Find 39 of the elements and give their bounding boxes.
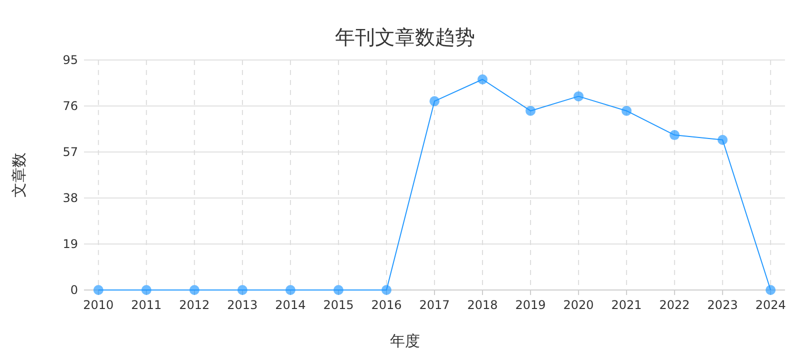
point — [478, 74, 488, 84]
point — [333, 285, 344, 295]
y-tick-label: 19 — [62, 237, 78, 252]
point — [430, 96, 440, 106]
x-tick-label: 2024 — [755, 298, 786, 312]
point — [381, 285, 392, 295]
x-tick-label: 2021 — [611, 298, 642, 312]
point — [766, 285, 776, 295]
point — [141, 285, 152, 295]
x-tick-label: 2014 — [275, 298, 306, 312]
x-tick-label: 2019 — [515, 298, 546, 312]
point — [237, 285, 248, 295]
x-tick-label: 2015 — [323, 298, 354, 312]
point — [93, 285, 104, 295]
point — [622, 106, 632, 116]
x-tick-label: 2023 — [707, 298, 738, 312]
y-tick-label: 76 — [62, 99, 78, 114]
point — [718, 134, 728, 145]
x-tick-label: 2020 — [563, 298, 594, 312]
x-tick-label: 2013 — [227, 298, 258, 312]
x-tick-label: 2018 — [467, 298, 498, 312]
x-tick-label: 2012 — [179, 298, 210, 312]
point — [526, 106, 536, 116]
point — [285, 285, 296, 295]
y-tick-label: 38 — [62, 191, 78, 206]
chart-title: 年刊文章数趋势 — [335, 25, 475, 49]
y-tick-label: 57 — [62, 145, 78, 160]
y-axis-title: 文章数 — [10, 152, 28, 198]
y-tick-label: 95 — [62, 53, 78, 68]
point — [574, 91, 584, 102]
x-tick-label: 2010 — [83, 298, 114, 312]
point — [189, 285, 200, 295]
y-tick-label: 0 — [70, 283, 78, 298]
point — [670, 130, 680, 140]
x-tick-label: 2017 — [419, 298, 450, 312]
x-axis-title: 年度 — [390, 332, 420, 350]
x-tick-label: 2016 — [371, 298, 402, 312]
x-tick-label: 2011 — [131, 298, 162, 312]
x-tick-label: 2022 — [659, 298, 690, 312]
